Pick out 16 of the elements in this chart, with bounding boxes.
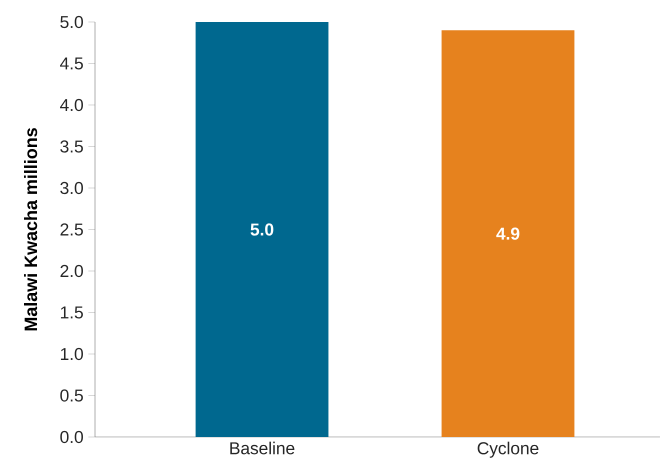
- y-tick-label: 0.0: [60, 430, 83, 444]
- y-tick-label: 0.5: [60, 389, 83, 402]
- y-tick-label: 5.0: [60, 16, 83, 28]
- data-label: 5.0: [250, 223, 274, 236]
- y-tick-label: 2.5: [60, 223, 83, 236]
- y-tick-label: 3.0: [60, 182, 83, 194]
- y-tick-label: 3.5: [60, 140, 83, 153]
- y-tick-label: 4.0: [60, 98, 83, 112]
- data-label: 4.9: [496, 228, 520, 240]
- x-tick-label: Baseline: [230, 442, 294, 454]
- y-tick-label: 1.0: [60, 348, 83, 360]
- y-tick-label: 4.5: [60, 57, 83, 70]
- y-tick-label: 2.0: [60, 264, 83, 278]
- y-tick-label: 1.5: [60, 306, 83, 319]
- x-tick-label: Cyclone: [478, 442, 538, 458]
- y-axis-title: Malawi Kwacha millions: [24, 128, 38, 330]
